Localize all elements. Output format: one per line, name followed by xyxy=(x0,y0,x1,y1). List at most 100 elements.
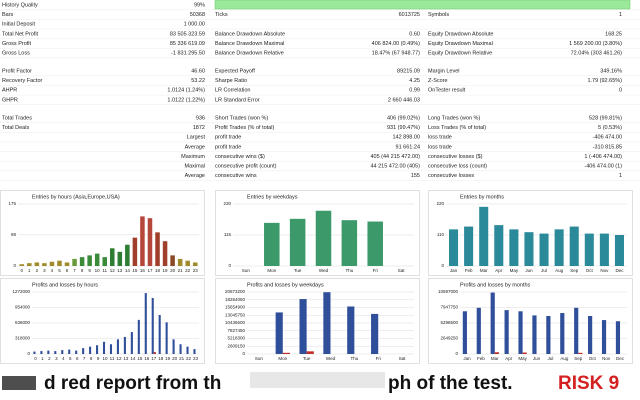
x-tick-label: Wed xyxy=(326,356,336,361)
field-label: GHPR xyxy=(2,97,18,103)
bar xyxy=(282,352,290,354)
x-tick-label: 9 xyxy=(97,356,100,361)
x-tick-label: Apr xyxy=(505,356,513,361)
bar xyxy=(185,260,190,266)
x-tick-label: 14 xyxy=(125,268,131,273)
field-value: 44 215 472.00 (405) xyxy=(370,163,420,169)
x-tick-label: 7 xyxy=(73,268,76,273)
field-label: Total Trades xyxy=(2,115,32,121)
bar xyxy=(449,229,459,266)
bar xyxy=(144,293,147,354)
field-value: 349.16% xyxy=(600,68,622,74)
bar xyxy=(299,299,307,354)
x-tick-label: Mar xyxy=(491,356,499,361)
bar xyxy=(192,262,198,266)
x-tick-label: Mon xyxy=(267,268,276,273)
bar xyxy=(341,220,358,266)
bar xyxy=(490,292,495,354)
field-value: 0 xyxy=(619,88,622,94)
x-tick-label: 22 xyxy=(185,268,191,273)
chart-title: Entries by months xyxy=(460,194,504,200)
bar xyxy=(102,341,106,354)
y-tick-label: 15654900 xyxy=(225,305,246,310)
field-value: 89215.09 xyxy=(397,68,420,74)
field-value: -406 474.00 (1) xyxy=(584,163,622,169)
bar xyxy=(315,210,332,266)
x-tick-label: 20 xyxy=(172,356,178,361)
field-value: 931 (99.47%) xyxy=(387,125,420,131)
bar xyxy=(554,229,564,266)
y-tick-label: 18264050 xyxy=(225,297,246,302)
y-tick-label: 954000 xyxy=(15,305,31,310)
x-tick-label: 20 xyxy=(170,268,176,273)
x-tick-label: 1 xyxy=(28,268,31,273)
chart-panel xyxy=(428,278,633,364)
bar xyxy=(117,251,123,266)
bar xyxy=(522,352,527,354)
bar xyxy=(177,258,183,266)
field-label: Loss Trades (% of total) xyxy=(428,125,486,131)
x-tick-label: 22 xyxy=(186,356,192,361)
bar xyxy=(75,350,78,354)
field-label: Expected Payoff xyxy=(215,68,255,74)
bar xyxy=(54,351,57,354)
field-value: 1.79 (92.65%) xyxy=(587,78,622,84)
x-tick-label: 1 xyxy=(41,356,44,361)
field-value: 405 (44 215 472.00) xyxy=(370,154,420,160)
field-label: Total Net Profit xyxy=(2,31,39,37)
bar xyxy=(72,258,77,266)
x-tick-label: 11 xyxy=(102,268,107,273)
field-value: 1 (-406 474.00) xyxy=(584,154,622,160)
bar xyxy=(82,348,85,354)
bar xyxy=(158,315,161,354)
x-tick-label: Tue xyxy=(303,356,311,361)
y-tick-label: 10436600 xyxy=(225,320,246,325)
bar xyxy=(504,310,509,354)
field-value: 1 569 200.00 (3.80%) xyxy=(569,41,622,47)
x-tick-label: 10 xyxy=(103,356,109,361)
x-tick-label: 6 xyxy=(66,268,69,273)
x-tick-label: 21 xyxy=(179,356,185,361)
bar xyxy=(137,319,140,354)
bar xyxy=(34,262,40,266)
x-tick-label: May xyxy=(518,356,527,361)
bar xyxy=(476,307,481,354)
field-label: consecutive wins ($) xyxy=(215,154,265,160)
chart-title: Profits and losses by months xyxy=(460,282,531,288)
bar xyxy=(371,313,379,354)
bar xyxy=(172,339,175,354)
field-label: Average xyxy=(185,144,205,150)
bar xyxy=(123,336,126,354)
field-label: AHPR xyxy=(2,88,17,94)
x-tick-label: 16 xyxy=(144,356,150,361)
field-label: Gross Loss xyxy=(2,50,30,56)
x-tick-label: 0 xyxy=(21,268,24,273)
bar xyxy=(275,312,283,354)
x-tick-label: Mon xyxy=(278,356,287,361)
x-tick-label: 13 xyxy=(123,356,129,361)
x-tick-label: Dec xyxy=(615,268,624,273)
field-label: consecutive wins xyxy=(215,173,257,179)
field-value: 406 824.00 (0.49%) xyxy=(372,41,420,47)
y-tick-label: 20873200 xyxy=(225,289,246,294)
bar xyxy=(588,315,593,354)
field-label: consecutive losses ($) xyxy=(428,154,483,160)
y-tick-label: 0 xyxy=(13,263,16,268)
field-value: 6013725 xyxy=(399,12,420,18)
bar xyxy=(599,233,609,266)
x-tick-label: Jun xyxy=(533,356,541,361)
field-value: 0.99 xyxy=(409,88,420,94)
x-tick-label: 17 xyxy=(147,268,153,273)
bar xyxy=(578,352,583,354)
bar xyxy=(532,315,537,354)
x-tick-label: Oct xyxy=(589,356,597,361)
field-label: Balance Drawdown Maximal xyxy=(215,41,284,47)
y-tick-label: 115 xyxy=(224,232,232,237)
bar xyxy=(539,233,549,266)
x-tick-label: Jul xyxy=(548,356,554,361)
x-tick-label: Nov xyxy=(602,356,611,361)
y-tick-label: 0 xyxy=(455,351,458,356)
field-label: Profit Factor xyxy=(2,68,32,74)
field-value: 83 505 323.59 xyxy=(170,31,205,37)
